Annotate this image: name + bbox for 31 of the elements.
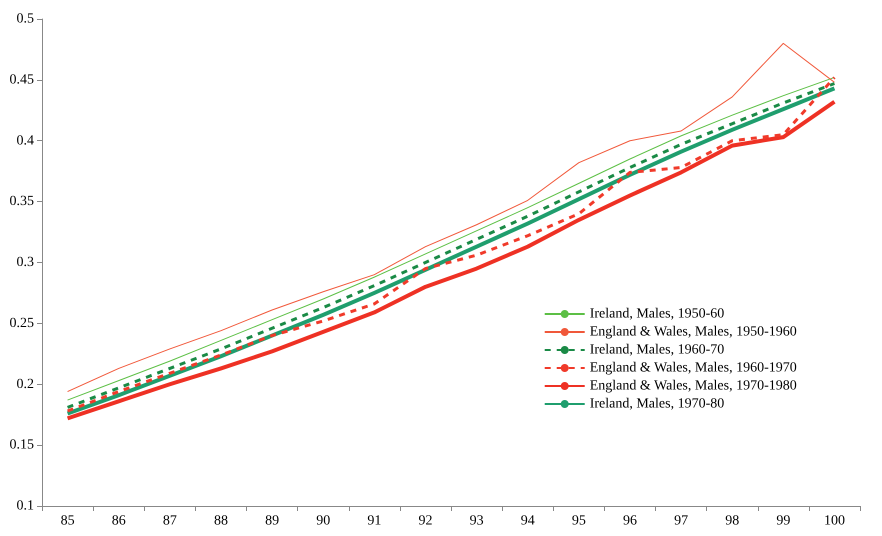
x-tick-label: 94 <box>520 514 535 528</box>
y-tick-label: 0.5 <box>16 12 34 26</box>
x-tick-label: 86 <box>112 514 126 528</box>
x-tick-label: 95 <box>572 514 586 528</box>
x-tick-label: 98 <box>725 514 740 528</box>
y-tick-label: 0.1 <box>16 498 34 514</box>
x-tick-label: 90 <box>316 514 330 528</box>
legend-label: Ireland, Males, 1950-60 <box>590 306 724 322</box>
y-tick-label: 0.4 <box>16 133 34 148</box>
x-tick-label: 97 <box>674 514 688 528</box>
legend-label: Ireland, Males, 1970-80 <box>590 396 724 412</box>
x-tick-label: 100 <box>824 514 845 528</box>
x-tick-label: 89 <box>265 514 280 528</box>
y-tick-label: 0.3 <box>16 255 34 270</box>
x-tick-label: 91 <box>367 514 382 528</box>
y-tick-label: 0.2 <box>16 376 34 392</box>
legend-label: England & Wales, Males, 1950-1960 <box>590 324 797 340</box>
x-tick-label: 87 <box>162 514 177 528</box>
y-tick-label: 0.45 <box>10 72 34 88</box>
y-tick-label: 0.25 <box>10 316 34 331</box>
x-tick-label: 93 <box>470 514 484 528</box>
legend-label: Ireland, Males, 1960-70 <box>590 342 724 358</box>
x-tick-label: 99 <box>776 514 790 528</box>
x-tick-label: 92 <box>418 514 432 528</box>
x-tick-label: 85 <box>60 514 75 528</box>
legend-label: England & Wales, Males, 1960-1970 <box>590 360 797 376</box>
legend-label: England & Wales, Males, 1970-1980 <box>590 378 797 394</box>
x-tick-label: 96 <box>622 514 637 528</box>
x-tick-label: 88 <box>214 514 228 528</box>
y-tick-label: 0.15 <box>10 438 34 453</box>
y-tick-label: 0.35 <box>10 194 34 210</box>
